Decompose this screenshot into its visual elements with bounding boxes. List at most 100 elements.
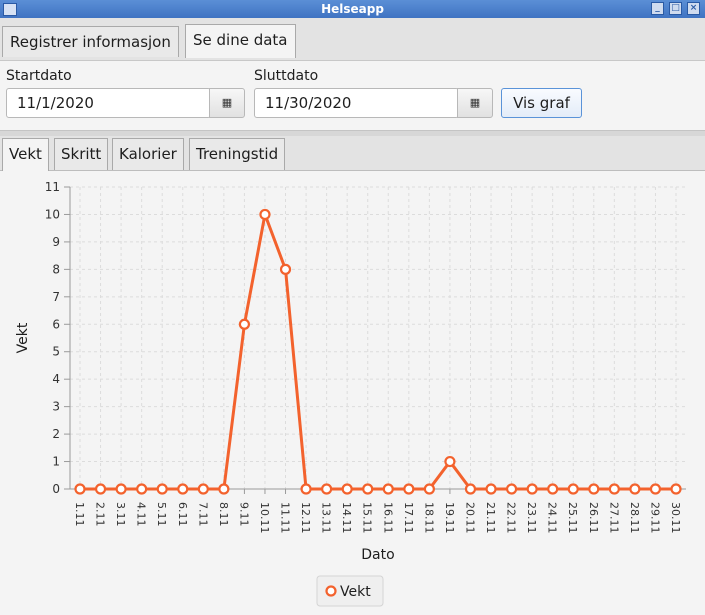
show-graph-button[interactable]: Vis graf xyxy=(501,88,582,118)
data-point xyxy=(341,483,353,495)
y-tick-label: 2 xyxy=(52,427,60,441)
x-tick-label: 10.11 xyxy=(258,502,271,534)
x-tick-label: 15.11 xyxy=(361,502,374,534)
data-point xyxy=(136,483,148,495)
data-point xyxy=(94,483,107,495)
x-axis-label: Dato xyxy=(361,547,394,563)
maximize-icon[interactable]: □ xyxy=(669,2,682,15)
y-tick-label: 7 xyxy=(52,290,60,304)
y-tick-label: 1 xyxy=(52,455,60,469)
data-point xyxy=(649,483,662,495)
start-date-label: Startdato xyxy=(6,68,72,84)
weight-chart: 0 1 2 3 4 5 6 7 8 9 10 11 1.11 2.11 3.11 4.11 5.11 6.11 7.… xyxy=(0,171,705,611)
data-point xyxy=(547,483,559,495)
y-tick-label: 8 xyxy=(52,262,60,276)
x-tick-label: 8.11 xyxy=(217,502,230,527)
x-tick-label: 14.11 xyxy=(340,502,353,534)
x-tick-label: 28.11 xyxy=(628,502,641,534)
x-tick-label: 7.11 xyxy=(196,502,209,527)
main-tab-bar: Registrer informasjon Se dine data xyxy=(0,18,705,61)
x-tick-label: 27.11 xyxy=(607,502,620,534)
data-point xyxy=(567,483,579,495)
end-date-label: Sluttdato xyxy=(254,68,319,84)
data-point xyxy=(382,483,394,495)
tab-treningstid[interactable]: Treningstid xyxy=(189,138,286,170)
data-point xyxy=(259,208,271,221)
x-tick-label: 17.11 xyxy=(402,502,415,534)
x-tick-label: 1.11 xyxy=(73,502,86,527)
data-point xyxy=(629,483,641,495)
data-point xyxy=(403,483,415,495)
title-bar: Helseapp _ □ × xyxy=(0,0,705,18)
y-tick-label: 11 xyxy=(45,180,60,194)
data-point xyxy=(588,483,600,495)
x-tick-label: 25.11 xyxy=(566,502,579,534)
y-axis-label: Vekt xyxy=(15,322,31,353)
x-tick-label: 13.11 xyxy=(320,502,333,534)
end-date-input[interactable]: 11/30/2020 xyxy=(254,88,459,118)
plot-area xyxy=(70,187,686,489)
data-point xyxy=(444,455,456,468)
calendar-icon: ▦ xyxy=(221,96,233,109)
data-point xyxy=(300,483,312,495)
x-tick-label: 23.11 xyxy=(525,502,538,534)
y-tick-label: 4 xyxy=(52,372,60,386)
x-tick-label: 20.11 xyxy=(463,502,476,534)
data-point xyxy=(218,483,230,495)
y-tick-label: 5 xyxy=(52,345,60,359)
data-point xyxy=(156,483,168,495)
tab-kalorier[interactable]: Kalorier xyxy=(112,138,184,170)
calendar-icon: ▦ xyxy=(469,96,481,109)
close-icon[interactable]: × xyxy=(687,2,700,15)
x-tick-label: 18.11 xyxy=(422,502,435,534)
y-tick-label: 6 xyxy=(52,317,60,331)
x-tick-label: 6.11 xyxy=(176,502,189,527)
x-tick-label: 16.11 xyxy=(381,502,394,534)
data-point xyxy=(279,263,292,275)
x-tick-label: 4.11 xyxy=(135,502,148,527)
tab-vekt[interactable]: Vekt xyxy=(2,138,49,171)
x-tick-label: 22.11 xyxy=(505,502,518,534)
x-tick-label: 3.11 xyxy=(114,502,127,527)
end-calendar-button[interactable]: ▦ xyxy=(457,88,493,118)
data-point xyxy=(670,483,682,495)
x-tick-label: 24.11 xyxy=(546,502,559,534)
data-point xyxy=(423,483,435,495)
data-point xyxy=(238,318,251,330)
data-point xyxy=(362,483,374,495)
data-point xyxy=(115,483,127,495)
window-menu-icon[interactable] xyxy=(3,3,17,16)
data-point xyxy=(177,483,189,495)
divider xyxy=(0,130,705,137)
y-tick-label: 9 xyxy=(52,235,60,249)
y-tick-label: 10 xyxy=(45,207,60,221)
minimize-icon[interactable]: _ xyxy=(651,2,664,15)
legend-symbol xyxy=(325,585,337,597)
x-tick-label: 30.11 xyxy=(669,502,682,534)
data-point xyxy=(197,483,209,495)
y-tick-label: 3 xyxy=(52,400,60,414)
data-point xyxy=(74,483,86,495)
data-point xyxy=(526,483,538,495)
data-point xyxy=(485,483,497,495)
x-tick-label: 11.11 xyxy=(279,502,292,534)
x-tick-label: 2.11 xyxy=(94,502,107,527)
y-tick-label: 0 xyxy=(52,482,60,496)
x-tick-label: 9.11 xyxy=(237,502,250,527)
x-tick-label: 21.11 xyxy=(484,502,497,534)
x-tick-label: 19.11 xyxy=(443,502,456,534)
data-point xyxy=(464,483,477,495)
start-calendar-button[interactable]: ▦ xyxy=(209,88,245,118)
legend-box xyxy=(316,575,384,607)
start-date-input[interactable]: 11/1/2020 xyxy=(6,88,211,118)
tab-registrer-informasjon[interactable]: Registrer informasjon xyxy=(2,26,179,57)
data-point xyxy=(321,483,333,495)
x-tick-label: 5.11 xyxy=(155,502,168,527)
line-chart: 0 1 2 3 4 5 6 7 8 9 10 11 1.11 2.11 3.11 4.11 5.11 6.11 7.… xyxy=(15,180,686,607)
chart-tab-bar: Vekt Skritt Kalorier Treningstid xyxy=(0,136,705,171)
tab-skritt[interactable]: Skritt xyxy=(54,138,109,170)
tab-se-dine-data[interactable]: Se dine data xyxy=(185,24,296,58)
x-tick-label: 26.11 xyxy=(587,502,600,534)
window-title: Helseapp xyxy=(321,2,384,16)
data-point xyxy=(608,483,620,495)
